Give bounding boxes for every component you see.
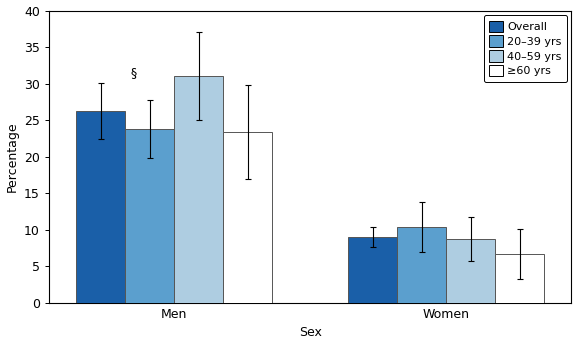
Y-axis label: Percentage: Percentage (6, 121, 18, 192)
Text: §: § (130, 66, 136, 79)
Bar (495, 254, 544, 303)
Bar (349, 237, 398, 303)
Bar (174, 76, 223, 303)
Bar (125, 129, 174, 303)
Bar (446, 239, 495, 303)
X-axis label: Sex: Sex (299, 326, 321, 339)
Bar (223, 132, 272, 303)
Bar (76, 111, 125, 303)
Bar (398, 227, 446, 303)
Legend: Overall, 20–39 yrs, 40–59 yrs, ≥60 yrs: Overall, 20–39 yrs, 40–59 yrs, ≥60 yrs (484, 15, 567, 82)
